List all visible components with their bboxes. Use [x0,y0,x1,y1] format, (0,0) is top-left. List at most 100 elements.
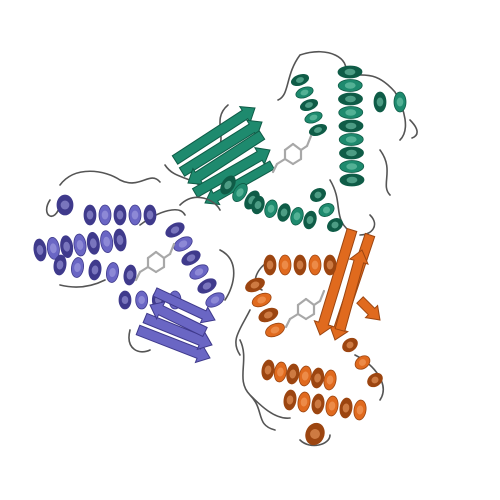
chain-a-strand [171,106,256,165]
chain-a-strand [191,147,271,198]
chain-a-helix [310,188,343,232]
ligand-bond [154,250,166,260]
helix-highlight [202,282,212,290]
ligand-bond [299,144,309,152]
helix-highlight [76,240,84,250]
ligand-bond [296,312,308,321]
helix-highlight [358,359,367,366]
helix-highlight [131,210,139,220]
ligand-bond [291,157,303,166]
ligand-bond [146,265,158,274]
helix-highlight [74,263,81,272]
ligand-bond [284,317,292,329]
chain-c-helix [261,359,337,391]
helix-highlight [306,216,314,224]
chain-b-ribbon [33,170,235,364]
chain-b-helix [165,222,225,308]
chain-b-strand [152,287,216,324]
ligand-bond [305,134,313,148]
helix-highlight [300,397,308,407]
helix-highlight [116,235,124,245]
helix-highlight [346,149,357,157]
chain-c-helix [342,337,383,388]
chain-c-helix [263,254,337,276]
helix-highlight [356,405,364,415]
helix-highlight [257,296,266,304]
chain-a-helix [251,195,317,230]
ligand-bond [304,297,316,307]
helix-highlight [126,270,134,280]
helix-highlight [301,371,309,381]
helix-highlight [331,221,339,229]
helix-highlight [281,260,289,270]
helix-highlight [267,204,275,213]
chain-b-helix [53,254,137,286]
helix-highlight [305,102,313,108]
ligand-bond [271,162,279,174]
helix-highlight [293,212,301,221]
helix-highlight [345,136,357,143]
helix-highlight [86,210,94,220]
ligand-bond [318,289,326,303]
helix-highlight [280,208,288,217]
ligand-sticks [271,134,313,174]
chain-c-helix [305,422,325,446]
helix-highlight [310,429,320,439]
chain-c-strand [313,227,358,336]
helix-highlight [396,97,404,107]
helix-highlight [344,82,356,89]
helix-highlight [346,341,354,349]
chain-b-strand [135,324,211,364]
chain-b-strand [149,301,208,338]
helix-highlight [91,265,99,275]
helix-highlight [56,260,64,270]
helix-highlight [289,369,297,379]
helix-highlight [264,365,272,375]
helix-highlight [194,268,204,276]
helix-highlight [121,295,129,305]
helix-highlight [346,176,358,184]
helix-highlight [309,114,318,121]
helix-highlight [186,254,196,262]
helix-highlight [345,122,357,130]
helix-highlight [342,403,350,413]
ligand-bond [134,270,142,282]
helix-highlight [311,260,319,270]
helix-highlight [345,109,357,116]
helix-highlight [326,260,334,270]
helix-highlight [60,200,70,210]
helix-highlight [314,127,322,133]
ligand-bond [288,312,300,321]
helix-highlight [326,375,334,385]
helix-highlight [250,281,260,289]
ligand-bond [283,142,295,152]
helix-highlight [103,236,110,247]
helix-highlight [314,373,321,383]
chain-b-coil [45,170,235,353]
ligand-bond [304,312,316,321]
helix-highlight [264,311,273,319]
chain-b-helix [33,228,127,262]
chain-c-ribbon [235,214,384,447]
chain-b-helix [83,204,157,226]
helix-highlight [109,268,116,277]
helix-highlight [236,188,244,197]
chain-a-helix [337,65,365,187]
helix-highlight [328,401,336,411]
helix-highlight [50,243,57,254]
ligand-bond [146,250,158,260]
helix-highlight [36,245,44,255]
chain-c-helix [245,277,285,338]
helix-highlight [266,260,274,270]
chain-c-strand [334,249,369,332]
helix-highlight [254,201,262,209]
helix-highlight [371,376,379,384]
helix-highlight [146,210,154,220]
helix-highlight [296,77,304,83]
helix-highlight [345,95,356,103]
helix-highlight [178,240,188,248]
helix-highlight [286,395,294,405]
helix-highlight [170,226,180,234]
